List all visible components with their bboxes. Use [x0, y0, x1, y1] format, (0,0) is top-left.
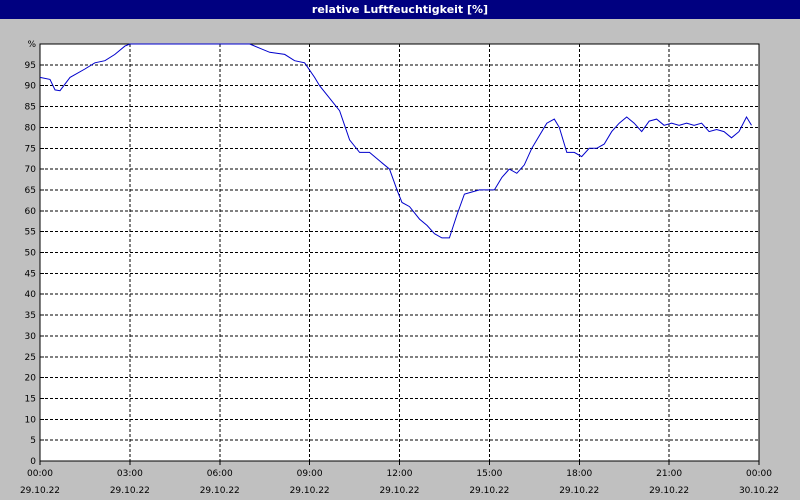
y-tick-label: 20: [25, 374, 37, 384]
x-tick-time: 12:00: [387, 469, 413, 479]
chart-area: 05101520253035404550556065707580859095% …: [20, 40, 779, 496]
x-tick-date: 29.10.22: [20, 486, 60, 496]
y-tick-label: 70: [25, 165, 37, 175]
y-tick-label: 15: [25, 394, 36, 404]
x-tick-time: 00:00: [27, 469, 53, 479]
x-tick-date: 29.10.22: [559, 486, 599, 496]
y-tick-label: 40: [25, 290, 37, 300]
y-tick-label: 60: [25, 207, 37, 217]
x-tick-date: 29.10.22: [649, 486, 689, 496]
x-tick-date: 29.10.22: [290, 486, 330, 496]
x-tick-time: 03:00: [117, 469, 143, 479]
y-tick-label: 90: [25, 82, 37, 92]
x-tick-date: 30.10.22: [739, 486, 779, 496]
y-tick-label: 50: [25, 249, 37, 259]
y-tick-label: 80: [25, 123, 37, 133]
x-tick-date: 29.10.22: [110, 486, 150, 496]
y-tick-label: 55: [25, 228, 36, 238]
y-tick-label: 95: [25, 61, 36, 71]
y-tick-label: 0: [30, 457, 36, 467]
y-tick-label: 35: [25, 311, 36, 321]
y-unit-label: %: [27, 40, 36, 50]
y-tick-label: 75: [25, 144, 36, 154]
x-tick-date: 29.10.22: [469, 486, 509, 496]
y-tick-label: 25: [25, 353, 36, 363]
x-tick-time: 21:00: [656, 469, 682, 479]
grid-lines: [40, 44, 759, 461]
x-tick-date: 29.10.22: [200, 486, 240, 496]
humidity-series-line: [39, 43, 752, 239]
y-tick-label: 30: [25, 332, 37, 342]
y-tick-label: 5: [30, 436, 36, 446]
x-tick-time: 18:00: [566, 469, 592, 479]
y-tick-label: 65: [25, 186, 36, 196]
y-tick-label: 10: [25, 415, 37, 425]
y-tick-label: 45: [25, 269, 36, 279]
series-lines: [39, 43, 752, 239]
x-tick-time: 00:00: [746, 469, 772, 479]
x-tick-time: 09:00: [297, 469, 323, 479]
x-axis-ticks: 00:00 29.10.22 03:00 29.10.22 06:00 29.10.22 0…: [20, 461, 779, 496]
x-tick-time: 06:00: [207, 469, 233, 479]
y-axis-ticks: 0 5 10 15 20 25 30 35 40 45 50 55 60 65 70 75 80 85 90 95%: [25, 40, 44, 467]
y-tick-label: 85: [25, 103, 36, 113]
chart-title: relative Luftfeuchtigkeit [%]: [0, 0, 800, 19]
x-tick-time: 15:00: [476, 469, 502, 479]
x-tick-date: 29.10.22: [379, 486, 419, 496]
